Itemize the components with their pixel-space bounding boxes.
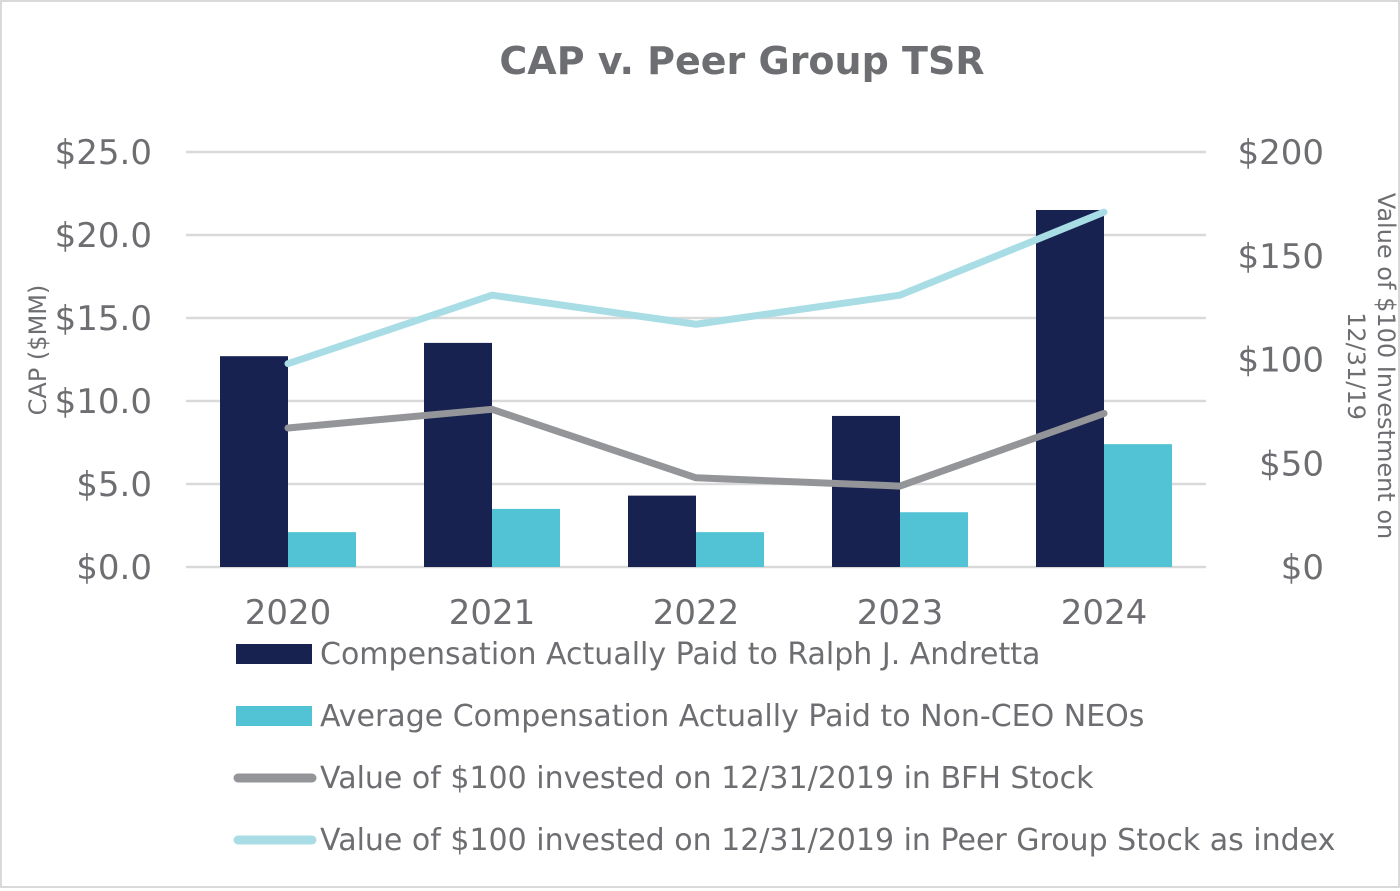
right-axis-ticks: $0 $50 $100 $150 $200 bbox=[1237, 133, 1324, 588]
right-tick-label: $150 bbox=[1237, 237, 1324, 277]
bar-ceo-2021 bbox=[424, 342, 492, 567]
x-tick-label: 2020 bbox=[245, 593, 332, 633]
bar-ceo-2022 bbox=[628, 495, 696, 567]
legend-swatch-bar bbox=[236, 706, 312, 726]
right-tick-label: $0 bbox=[1281, 548, 1324, 588]
bar-ceo-2023 bbox=[832, 415, 900, 567]
bar-neo-2022 bbox=[696, 532, 764, 567]
right-tick-label: $100 bbox=[1237, 341, 1324, 381]
bar-neo-2024 bbox=[1104, 444, 1172, 567]
left-tick-label: $5.0 bbox=[76, 465, 152, 505]
right-tick-label: $200 bbox=[1237, 133, 1324, 173]
right-axis-title-line-1: Value of $100 Investment on bbox=[1372, 193, 1398, 539]
bar-ceo-2020 bbox=[220, 356, 288, 567]
x-tick-label: 2021 bbox=[449, 593, 536, 633]
legend-label: Value of $100 invested on 12/31/2019 in … bbox=[320, 761, 1094, 796]
legend-label: Compensation Actually Paid to Ralph J. A… bbox=[320, 637, 1040, 672]
left-tick-label: $0.0 bbox=[76, 548, 152, 588]
x-tick-label: 2023 bbox=[857, 593, 944, 633]
x-tick-label: 2022 bbox=[653, 593, 740, 633]
bars bbox=[220, 210, 1172, 567]
left-tick-label: $15.0 bbox=[55, 299, 152, 339]
legend-swatch-bar bbox=[236, 644, 312, 664]
legend: Compensation Actually Paid to Ralph J. A… bbox=[233, 637, 1335, 858]
x-axis-ticks: 2020 2021 2022 2023 2024 bbox=[245, 593, 1148, 633]
right-axis-title-line-2: 12/31/19 bbox=[1342, 312, 1370, 420]
right-tick-label: $50 bbox=[1259, 444, 1324, 484]
left-tick-label: $20.0 bbox=[55, 216, 152, 256]
line-bfh-stock bbox=[284, 405, 1108, 490]
left-tick-label: $10.0 bbox=[55, 382, 152, 422]
bar-ceo-2024 bbox=[1036, 210, 1104, 567]
right-axis-title: Value of $100 Investment on 12/31/19 bbox=[1342, 193, 1400, 539]
bar-neo-2023 bbox=[900, 512, 968, 567]
x-tick-label: 2024 bbox=[1061, 593, 1148, 633]
bar-neo-2021 bbox=[492, 508, 560, 567]
left-tick-label: $25.0 bbox=[55, 133, 152, 173]
left-axis-ticks: $0.0 $5.0 $10.0 $15.0 $20.0 $25.0 bbox=[55, 133, 152, 588]
legend-label: Value of $100 invested on 12/31/2019 in … bbox=[320, 823, 1335, 858]
chart-title: CAP v. Peer Group TSR bbox=[499, 39, 984, 83]
lines bbox=[284, 208, 1108, 490]
legend-label: Average Compensation Actually Paid to No… bbox=[320, 699, 1144, 734]
bar-neo-2020 bbox=[288, 532, 356, 567]
left-axis-title: CAP ($MM) bbox=[24, 285, 52, 416]
line-peer-group bbox=[284, 208, 1108, 368]
